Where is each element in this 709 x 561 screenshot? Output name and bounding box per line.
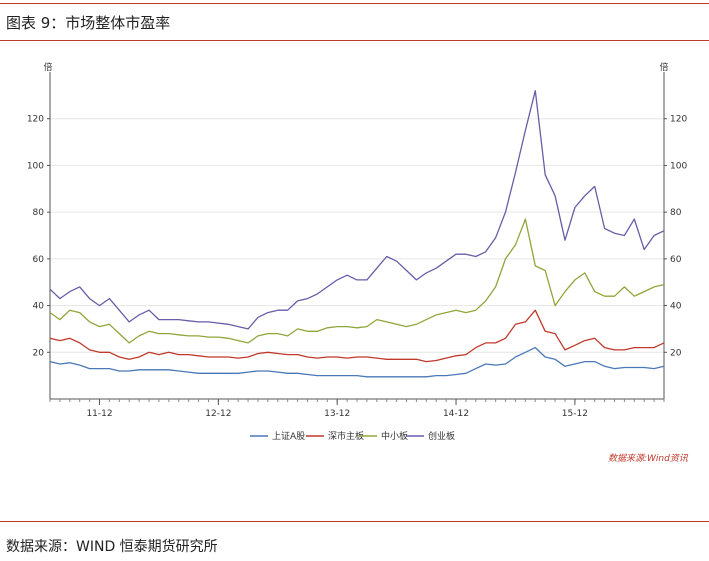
y-tick-left-40: 40 <box>33 302 45 312</box>
y-tick-left-60: 60 <box>33 255 45 265</box>
y-tick-left-120: 120 <box>27 115 44 125</box>
top-rule <box>0 3 709 4</box>
y-tick-left-80: 80 <box>33 208 45 218</box>
series-line-2 <box>49 218 665 344</box>
y-tick-right-20: 20 <box>670 348 682 358</box>
y-tick-right-120: 120 <box>670 115 687 125</box>
pe-ratio-chart: 20 20 40 40 60 60 80 80 100 100 120 120 倍 倍 11-12 12-12… <box>27 61 688 442</box>
y-unit-left: 倍 <box>43 61 52 73</box>
y-unit-right: 倍 <box>659 61 668 73</box>
x-tick-label-13-12: 13-12 <box>324 409 350 419</box>
y-tick-right-40: 40 <box>670 302 682 312</box>
grid-lines <box>50 118 664 353</box>
series-line-1 <box>49 309 665 363</box>
y-tick-left-20: 20 <box>33 348 45 358</box>
series-line-0 <box>49 346 665 378</box>
data-source: 数据来源：WIND 恒泰期货研究所 <box>6 539 218 555</box>
legend-label-1: 深市主板 <box>328 430 364 442</box>
tick-labels: 20 20 40 40 60 60 80 80 100 100 120 120 倍 倍 11-12 12-12… <box>27 61 688 419</box>
y-tick-right-60: 60 <box>670 255 682 265</box>
y-tick-right-100: 100 <box>670 161 687 171</box>
footer-rule <box>0 521 709 522</box>
legend-label-0: 上证A股 <box>272 431 305 442</box>
x-tick-label-14-12: 14-12 <box>443 409 469 419</box>
y-tick-right-80: 80 <box>670 208 682 218</box>
legend-label-3: 创业板 <box>428 430 455 442</box>
series-line-3 <box>49 90 665 330</box>
x-tick-label-12-12: 12-12 <box>205 409 231 419</box>
x-tick-label-11-12: 11-12 <box>86 409 112 419</box>
legend: 上证A股 深市主板 中小板 创业板 <box>250 430 455 442</box>
series-lines <box>49 90 665 378</box>
axes <box>47 72 667 405</box>
figure-caption: 图表 9：市场整体市盈率 <box>6 14 171 32</box>
caption-rule <box>0 40 709 41</box>
y-tick-left-100: 100 <box>27 161 44 171</box>
wind-source-note: 数据来源:Wind资讯 <box>608 454 688 464</box>
legend-label-2: 中小板 <box>381 430 408 442</box>
x-tick-label-15-12: 15-12 <box>562 409 588 419</box>
